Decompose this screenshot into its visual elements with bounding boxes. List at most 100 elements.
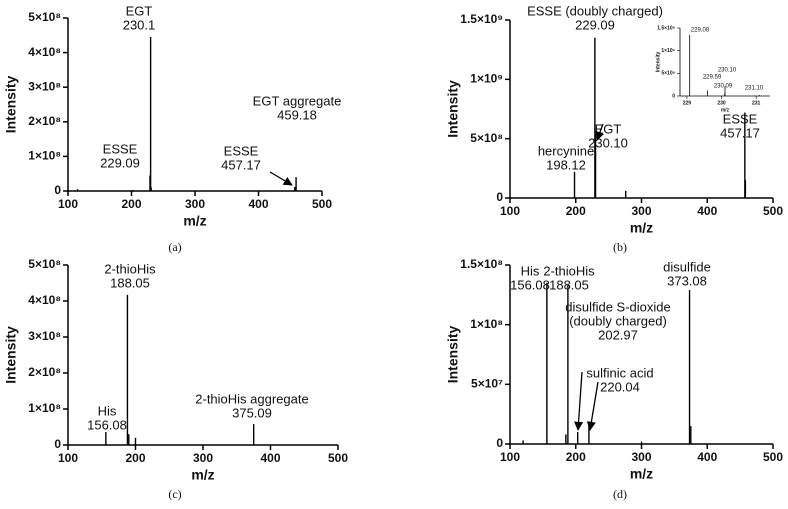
peak-annotation: His bbox=[521, 263, 540, 278]
peak-annotation: 198.12 bbox=[546, 157, 586, 172]
peak-annotation: 231.10 bbox=[745, 86, 764, 92]
y-tick-label: 5×10⁸ bbox=[28, 10, 61, 24]
y-tick-label: 1×10⁸ bbox=[470, 317, 503, 331]
peak-annotation: EGT aggregate bbox=[253, 93, 342, 108]
x-axis-label: m/z bbox=[630, 466, 653, 482]
x-axis-label: m/z bbox=[630, 220, 653, 236]
peak-annotation: 188.05 bbox=[110, 275, 150, 290]
x-tick-label: 500 bbox=[763, 450, 783, 464]
y-tick-label: 1.5×10⁸ bbox=[460, 257, 503, 271]
arrow bbox=[269, 171, 293, 186]
y-tick-label: 2×10⁸ bbox=[28, 365, 61, 379]
x-tick-label: 100 bbox=[58, 451, 78, 465]
arrow bbox=[595, 123, 605, 141]
x-tick-label: 230 bbox=[717, 100, 726, 106]
panel: 0 5×10⁸ 1×10⁹ 1.5×10⁹ 229 230 231 m/z Intensity 2… bbox=[655, 25, 770, 113]
y-tick-label: 1.5×10⁹ bbox=[460, 12, 503, 26]
peak-annotation: His bbox=[98, 403, 117, 418]
y-tick-label: 0 bbox=[672, 93, 675, 99]
y-tick-label: 1×10⁹ bbox=[661, 48, 675, 54]
x-tick-label: 500 bbox=[328, 451, 348, 465]
peak-annotation: 373.08 bbox=[667, 273, 707, 288]
x-tick-label: 200 bbox=[121, 197, 141, 211]
peak-annotation: disulfide bbox=[663, 259, 711, 274]
panel: 0 1×10⁸ 2×10⁸ 3×10⁸ 4×10⁸ 5×10⁸ 100 200 300 400 50… bbox=[3, 3, 342, 253]
y-axis-label: Intensity bbox=[445, 80, 461, 138]
peak-annotation: 2-thioHis aggregate bbox=[195, 391, 308, 406]
x-tick-label: 100 bbox=[500, 450, 520, 464]
peak-annotation: EGT bbox=[126, 3, 153, 18]
peak-annotation: ESSE bbox=[723, 111, 758, 126]
x-tick-label: 231 bbox=[752, 100, 761, 106]
peak-annotation: 188.05 bbox=[549, 277, 589, 292]
x-tick-label: 400 bbox=[248, 197, 268, 211]
x-tick-label: 100 bbox=[58, 197, 78, 211]
y-tick-label: 0 bbox=[496, 436, 503, 450]
y-tick-label: 0 bbox=[54, 437, 61, 451]
peak-annotation: 229.59 bbox=[703, 75, 722, 81]
x-axis-label: m/z bbox=[183, 213, 206, 229]
x-tick-label: 200 bbox=[566, 450, 586, 464]
x-tick-label: 400 bbox=[260, 451, 280, 465]
peak-annotation: 230.09 bbox=[714, 84, 733, 90]
peak-annotation: 202.97 bbox=[598, 327, 638, 342]
panel: 0 1×10⁸ 2×10⁸ 3×10⁸ 4×10⁸ 5×10⁸ 100 200 300 400 50… bbox=[3, 257, 349, 501]
x-tick-label: 229 bbox=[683, 100, 692, 106]
peak-annotation: 230.1 bbox=[123, 17, 156, 32]
peak-annotation: 229.09 bbox=[575, 17, 615, 32]
arrow bbox=[586, 381, 599, 431]
x-tick-label: 400 bbox=[697, 450, 717, 464]
panel: 0 5×10⁸ 1×10⁹ 1.5×10⁹ 100 200 300 400 500 m/z Inte… bbox=[445, 3, 784, 253]
x-tick-label: 400 bbox=[697, 204, 717, 218]
panel: 0 5×10⁷ 1×10⁸ 1.5×10⁸ 100 200 300 400 500 m/z Inte… bbox=[445, 257, 784, 501]
x-tick-label: 300 bbox=[193, 451, 213, 465]
y-tick-label: 4×10⁸ bbox=[28, 293, 61, 307]
y-tick-label: 0 bbox=[54, 183, 61, 197]
y-tick-label: 1.5×10⁹ bbox=[657, 25, 675, 31]
x-axis-label: m/z bbox=[191, 467, 214, 483]
panel-label: (c) bbox=[168, 487, 181, 501]
peak-annotation: disulfide S-dioxide bbox=[565, 299, 671, 314]
peak-annotation: ESSE (doubly charged) bbox=[527, 3, 663, 18]
y-tick-label: 2×10⁸ bbox=[28, 114, 61, 128]
y-axis-label: Intensity bbox=[445, 326, 461, 384]
y-axis-label: Intensity bbox=[3, 326, 19, 384]
panel-label: (b) bbox=[613, 240, 627, 254]
x-tick-label: 300 bbox=[185, 197, 205, 211]
y-tick-label: 3×10⁸ bbox=[28, 79, 61, 93]
arrow bbox=[574, 371, 584, 431]
x-tick-label: 100 bbox=[500, 204, 520, 218]
y-tick-label: 4×10⁸ bbox=[28, 45, 61, 59]
peak-annotation: 156.08 bbox=[87, 417, 127, 432]
peak-annotation: 457.17 bbox=[720, 125, 760, 140]
panel-label: (a) bbox=[168, 240, 181, 254]
y-tick-label: 1×10⁹ bbox=[470, 72, 503, 86]
panel-label: (d) bbox=[613, 487, 627, 501]
y-tick-label: 1×10⁸ bbox=[28, 401, 61, 415]
peak-annotation: ESSE bbox=[103, 141, 138, 156]
y-tick-label: 3×10⁸ bbox=[28, 329, 61, 343]
peak-annotation: 457.17 bbox=[221, 157, 261, 172]
peak-annotation: 375.09 bbox=[232, 405, 272, 420]
y-axis-label: Intensity bbox=[655, 52, 661, 73]
y-axis-label: Intensity bbox=[3, 76, 19, 134]
peak-annotation: 229.09 bbox=[100, 155, 140, 170]
peak-annotation: 2-thioHis bbox=[543, 263, 595, 278]
peak-annotation: 230.10 bbox=[718, 68, 737, 74]
x-tick-label: 500 bbox=[312, 197, 332, 211]
x-axis-label: m/z bbox=[721, 107, 730, 113]
y-tick-label: 5×10⁷ bbox=[471, 377, 503, 391]
x-tick-label: 200 bbox=[566, 204, 586, 218]
peak-annotation: 2-thioHis bbox=[104, 261, 156, 276]
y-tick-label: 1×10⁸ bbox=[28, 149, 61, 163]
x-tick-label: 500 bbox=[763, 204, 783, 218]
peak-annotation: 459.18 bbox=[277, 107, 317, 122]
peak-annotation: ESSE bbox=[224, 143, 259, 158]
peak-annotation: hercynine bbox=[538, 143, 594, 158]
y-tick-label: 0 bbox=[496, 190, 503, 204]
x-tick-label: 300 bbox=[631, 450, 651, 464]
peak-annotation: sulfinic acid bbox=[586, 365, 653, 380]
peak-annotation: (doubly charged) bbox=[569, 313, 667, 328]
peak-annotation: 220.04 bbox=[600, 379, 640, 394]
